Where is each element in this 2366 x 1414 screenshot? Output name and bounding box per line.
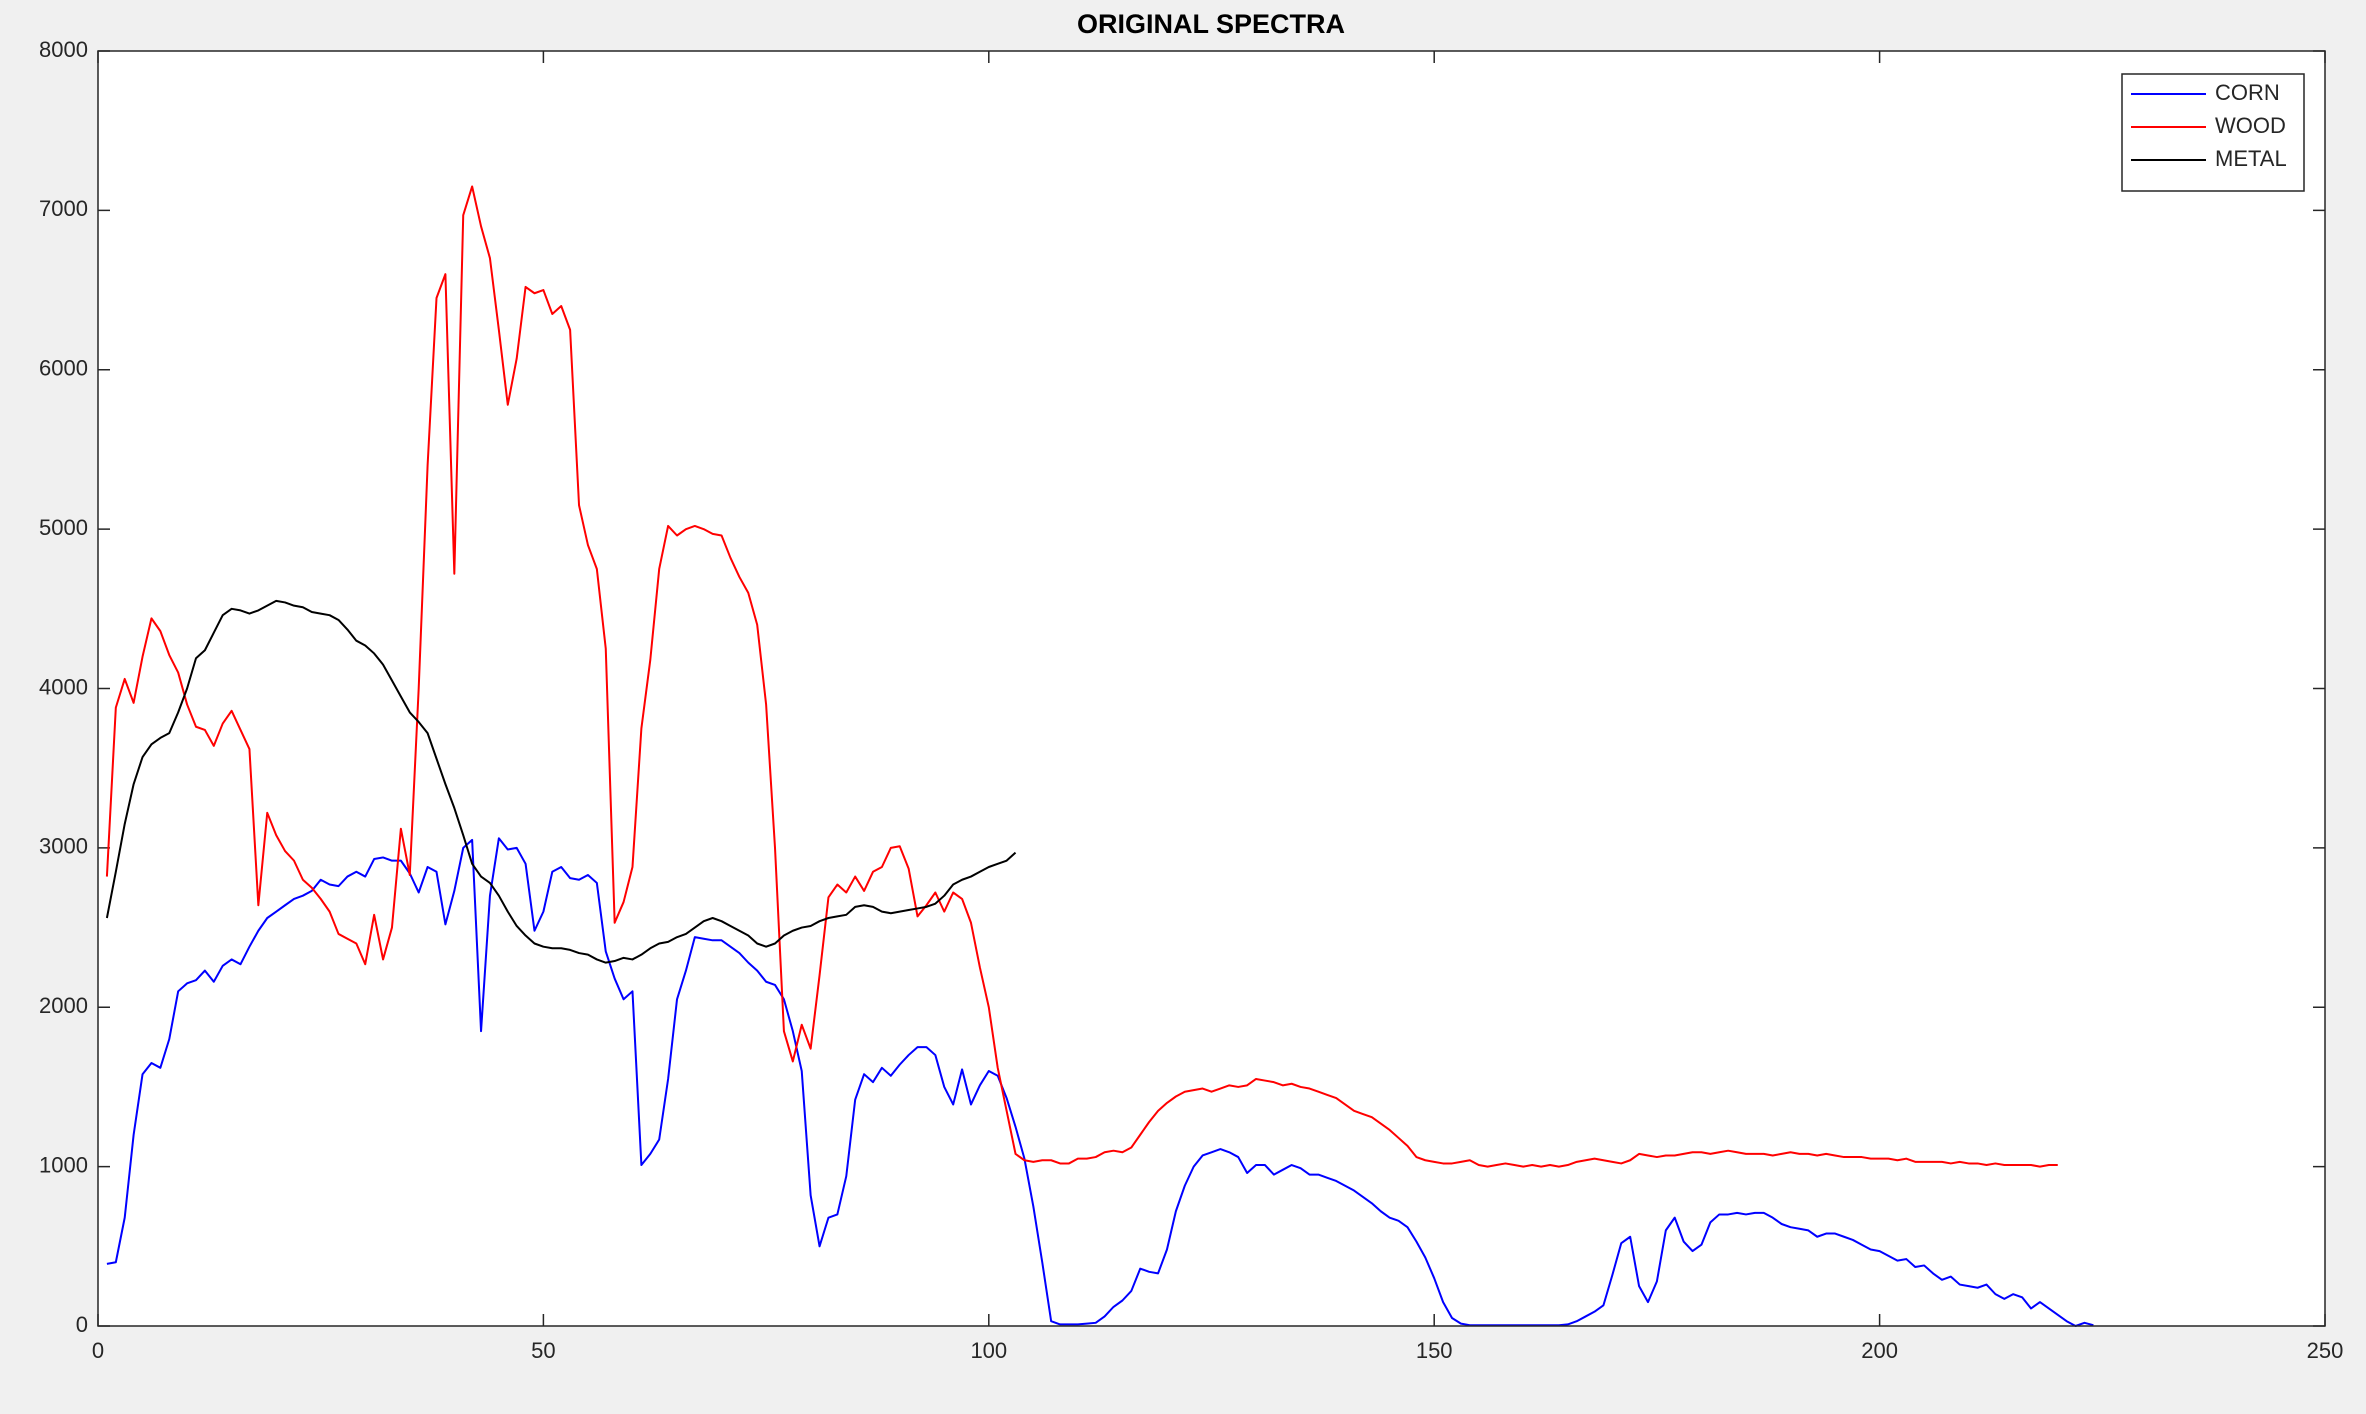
y-tick-label: 2000 [39,993,88,1018]
x-tick-label: 50 [531,1338,555,1363]
axes-box [97,50,2326,1327]
legend-label: WOOD [2215,113,2286,138]
x-tick-label: 200 [1861,1338,1898,1363]
y-tick-label: 7000 [39,196,88,221]
y-tick-label: 6000 [39,356,88,381]
data-line [106,837,2094,1327]
x-tick-label: 250 [2307,1338,2344,1363]
plot-area [98,51,2325,1326]
y-tick-label: 1000 [39,1152,88,1177]
legend-label: METAL [2215,146,2287,171]
x-tick-label: 150 [1416,1338,1453,1363]
chart-title: ORIGINAL SPECTRA [1077,9,1345,39]
data-line [105,599,1017,964]
y-tick-label: 0 [76,1312,88,1337]
x-tick-label: 0 [92,1338,104,1363]
y-tick-label: 3000 [39,834,88,859]
y-tick-label: 5000 [39,515,88,540]
y-tick-label: 4000 [39,674,88,699]
legend-label: CORN [2215,80,2280,105]
data-line [105,185,2058,1168]
y-tick-label: 8000 [39,37,88,62]
x-tick-label: 100 [970,1338,1007,1363]
